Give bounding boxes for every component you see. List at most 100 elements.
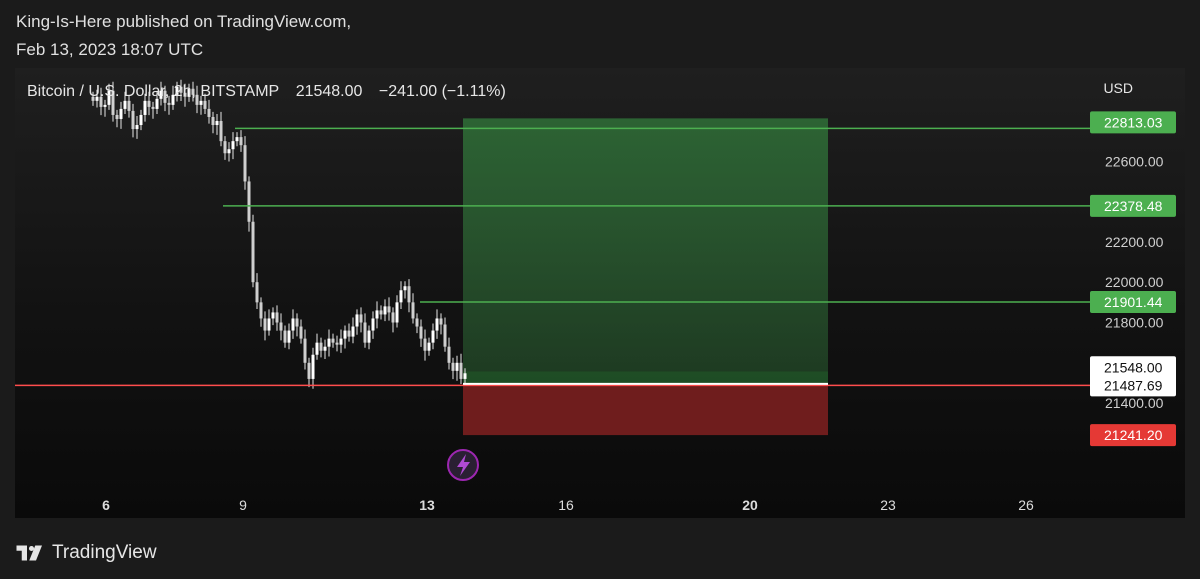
candle-body xyxy=(331,338,335,343)
candle-body xyxy=(295,318,299,327)
candle-body xyxy=(383,306,387,315)
candle-body xyxy=(423,338,427,351)
candle-body xyxy=(283,330,287,343)
tradingview-logo-icon xyxy=(16,545,42,561)
candle-body xyxy=(347,330,351,337)
brand-name: TradingView xyxy=(52,542,157,563)
level-price-tag xyxy=(1090,291,1176,314)
candle-body xyxy=(187,88,191,97)
candle-body xyxy=(403,286,407,291)
last-price-tag xyxy=(1090,356,1176,379)
entry-price-tag-label: 21487.69 xyxy=(1104,377,1163,393)
chart-legend: Bitcoin / U.S. Dollar, 2h, BITSTAMP 2154… xyxy=(27,83,508,101)
candle-body xyxy=(123,100,127,109)
candle-body xyxy=(419,326,423,339)
candle-body xyxy=(387,306,391,313)
candle-body xyxy=(107,90,111,105)
candle-body xyxy=(379,310,383,315)
price-chart[interactable]: 22600.00 22200.00 22000.00 21800.00 21400.00… xyxy=(15,68,1185,518)
x-tick-label: 26 xyxy=(1018,497,1034,513)
stop-price-tag xyxy=(1090,424,1176,447)
candle-body xyxy=(395,302,399,323)
x-tick-label: 6 xyxy=(102,497,110,513)
candle-body xyxy=(399,290,403,303)
candle-body xyxy=(243,145,247,182)
chart-panel[interactable]: 22600.00 22200.00 22000.00 21800.00 21400.00… xyxy=(15,68,1185,518)
y-tick-label: 22600.00 xyxy=(1105,153,1164,169)
candle-body xyxy=(343,330,347,339)
candle-body xyxy=(195,94,199,105)
loss-zone xyxy=(463,385,828,436)
x-tick-label: 20 xyxy=(742,497,758,513)
candle-body xyxy=(411,302,415,319)
candle-body xyxy=(271,312,275,319)
candle-body xyxy=(131,110,135,130)
candle-body xyxy=(315,342,319,355)
entry-price-tag xyxy=(1090,374,1176,397)
currency-label: USD xyxy=(1103,80,1133,96)
candle-body xyxy=(435,318,439,331)
current-gain-zone xyxy=(463,371,828,386)
candle-body xyxy=(311,354,315,379)
profit-zone xyxy=(463,118,828,386)
candle-body xyxy=(207,108,211,117)
candle-body xyxy=(267,318,271,331)
candle-body xyxy=(139,114,143,126)
candle-body xyxy=(463,373,467,379)
candle-body xyxy=(459,362,463,379)
x-tick-label: 13 xyxy=(419,497,435,513)
candle-body xyxy=(151,106,155,109)
candle-body xyxy=(299,326,303,339)
candle-body xyxy=(443,324,447,347)
candle-body xyxy=(451,362,455,371)
candle-body xyxy=(335,342,339,345)
candle-body xyxy=(303,338,307,363)
candle-body xyxy=(323,346,327,351)
candle-body xyxy=(391,312,395,323)
publish-date: Feb 13, 2023 18:07 UTC xyxy=(16,40,204,59)
target-price-tag xyxy=(1090,111,1176,134)
candle-body xyxy=(427,342,431,351)
legend-change: −241.00 (−1.11%) xyxy=(378,83,506,100)
tradingview-brand[interactable]: TradingView xyxy=(16,540,157,566)
candle-body xyxy=(359,314,363,323)
candle-body xyxy=(407,286,411,303)
candle-body xyxy=(175,86,179,95)
legend-symbol: Bitcoin / U.S. Dollar, 2h, BITSTAMP xyxy=(27,83,280,100)
candle-body xyxy=(183,92,187,97)
candle-body xyxy=(119,108,123,119)
candle-body xyxy=(191,88,195,95)
candle-body xyxy=(143,100,147,115)
candle-body xyxy=(223,141,227,154)
candle-body xyxy=(227,149,231,154)
candle-body xyxy=(291,318,295,331)
candle-body xyxy=(211,116,215,126)
x-tick-label: 23 xyxy=(880,497,896,513)
candle-body xyxy=(203,100,207,109)
stop-price-tag-label: 21241.20 xyxy=(1104,427,1163,443)
y-tick-label: 21400.00 xyxy=(1105,395,1164,411)
candle-body xyxy=(415,318,419,327)
candle-body xyxy=(103,104,107,107)
candle-body xyxy=(199,100,203,105)
candle-body xyxy=(215,121,219,126)
candle-body xyxy=(247,181,251,222)
level-price-tag-label: 22378.48 xyxy=(1104,198,1163,214)
candle-body xyxy=(455,362,459,371)
candle-body xyxy=(355,314,359,327)
x-tick-label: 16 xyxy=(558,497,574,513)
publisher-line: King-Is-Here published on TradingView.co… xyxy=(16,12,352,31)
lightning-icon[interactable] xyxy=(447,449,479,481)
candle-body xyxy=(263,318,267,331)
legend-price: 21548.00 xyxy=(295,83,363,100)
candle-body xyxy=(251,221,255,283)
candle-body xyxy=(351,326,355,337)
candle-body xyxy=(95,96,99,101)
candle-body xyxy=(155,98,159,109)
candle-body xyxy=(99,96,103,107)
candle-body xyxy=(255,282,259,303)
candle-body xyxy=(111,90,115,115)
x-tick-label: 9 xyxy=(239,497,247,513)
candle-body xyxy=(231,141,235,150)
candle-body xyxy=(367,330,371,343)
